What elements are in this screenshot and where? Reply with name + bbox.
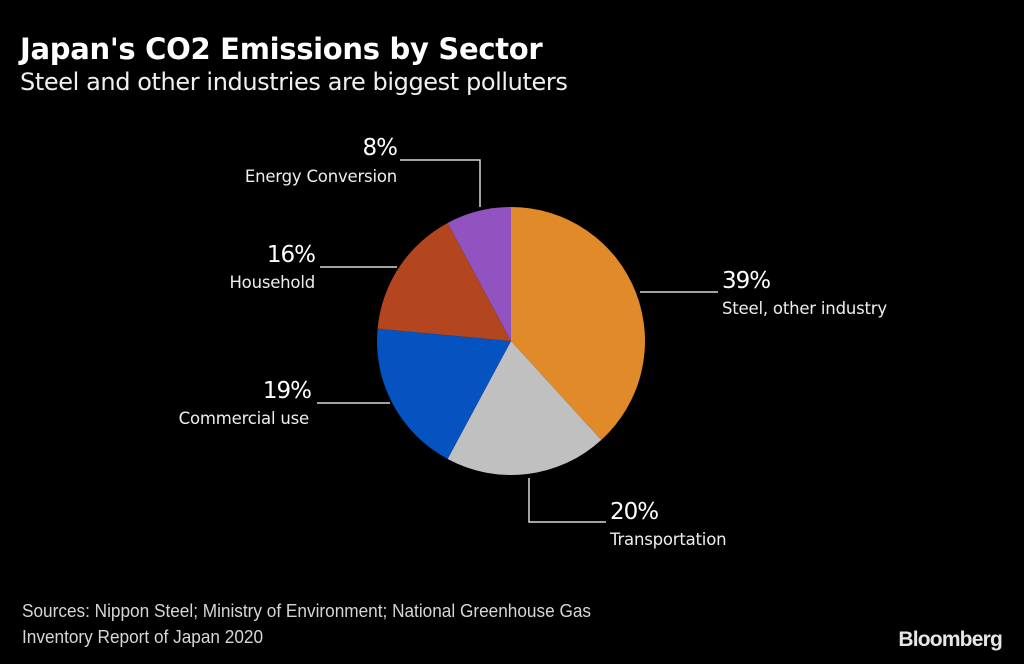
source-line-2: Inventory Report of Japan 2020: [22, 626, 264, 647]
chart-subtitle: Steel and other industries are biggest p…: [20, 68, 568, 96]
pie-slice-steel-other-industry: [511, 207, 645, 441]
data-label-transportation-name: Transportation: [609, 530, 726, 549]
pie-slice-commercial-use: [377, 328, 511, 460]
pie-slices: [377, 207, 645, 475]
data-label-household-name: Household: [229, 273, 315, 292]
data-label-commercial-name: Commercial use: [179, 409, 309, 428]
data-label-energy-name: Energy Conversion: [245, 167, 397, 186]
data-label-energy-value: 8%: [363, 135, 398, 161]
leader-line-energy: [400, 159, 481, 207]
bloomberg-logo: Bloomberg: [898, 628, 1002, 651]
source-line-1: Sources: Nippon Steel; Ministry of Envir…: [22, 600, 592, 621]
leader-line-transportation: [528, 478, 606, 523]
chart-title: Japan's CO2 Emissions by Sector: [20, 32, 543, 66]
data-label-transportation-value: 20%: [610, 499, 658, 525]
data-label-steel-value: 39%: [722, 268, 770, 294]
data-label-commercial-value: 19%: [263, 378, 311, 404]
source-note: Sources: Nippon Steel; Ministry of Envir…: [22, 598, 591, 650]
pie-slice-energy-conversion: [447, 207, 511, 341]
data-label-household-value: 16%: [267, 242, 315, 268]
data-label-steel-name: Steel, other industry: [722, 299, 887, 318]
pie-slice-household: [377, 222, 511, 341]
pie-slice-transportation: [447, 341, 602, 475]
